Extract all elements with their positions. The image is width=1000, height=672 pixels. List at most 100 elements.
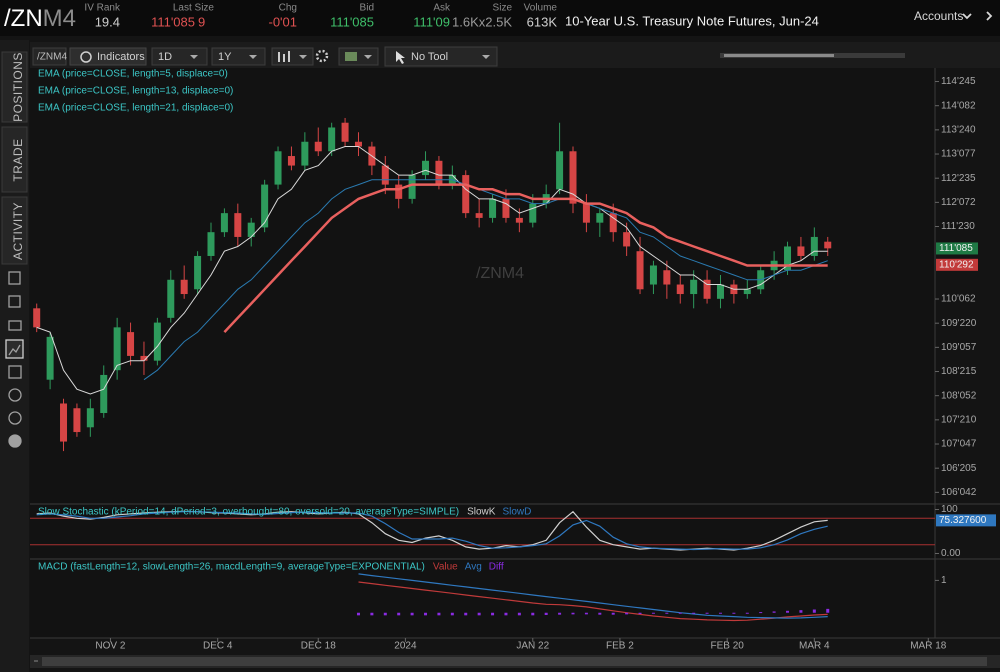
ema-line	[223, 183, 828, 333]
chart-type-button[interactable]	[271, 47, 314, 66]
candle-body	[636, 251, 644, 290]
diff-bar	[705, 612, 709, 614]
icon[interactable]	[8, 320, 22, 331]
panel-title: MACD (fastLength=12, slowLength=26, macd…	[38, 562, 425, 573]
diff-bar	[625, 612, 629, 615]
candle-body	[207, 232, 215, 256]
tab-activity[interactable]	[1, 196, 28, 265]
y-tick-label: 114'082	[941, 100, 976, 111]
icon[interactable]	[8, 411, 22, 425]
diff-bar	[598, 612, 602, 615]
diff-bar	[558, 612, 562, 615]
diff-bar	[450, 612, 454, 616]
candle-body	[797, 246, 805, 256]
y-tick-label: 109'057	[941, 342, 977, 353]
price-label-box	[936, 242, 978, 255]
candle-body	[33, 308, 41, 328]
symbol-root: /ZN	[4, 5, 43, 32]
y-tick-label: 108'052	[941, 390, 977, 401]
field-label: Bid	[360, 3, 374, 14]
cursor-icon	[396, 51, 405, 64]
icon[interactable]	[8, 295, 21, 308]
candle-body	[663, 270, 671, 285]
indicators-icon	[80, 51, 92, 63]
field-label: IV Rank	[84, 3, 121, 14]
y-tick-label: 108'215	[941, 366, 977, 377]
diff-bar	[638, 612, 642, 615]
diff-bar	[356, 612, 360, 616]
y-tick-label: 111'230	[941, 221, 975, 232]
sidebar-icons	[5, 271, 24, 448]
field-label: Size	[493, 3, 513, 14]
diff-bar	[383, 612, 387, 616]
diff-bar	[477, 612, 481, 616]
y-tick-label: 107'210	[941, 414, 977, 425]
price-panel	[30, 68, 935, 503]
zoom-thumb[interactable]	[724, 54, 834, 57]
candle-body	[475, 213, 483, 218]
x-tick-label: FEB 2	[606, 641, 634, 652]
tab-trade[interactable]	[1, 126, 28, 193]
candle-body	[127, 332, 135, 356]
diff-bar	[678, 612, 682, 614]
candle-body	[810, 236, 818, 256]
candle-body	[716, 284, 724, 299]
candle-body	[703, 279, 711, 299]
diff-bar	[410, 612, 414, 616]
candle-body	[60, 403, 68, 442]
period-dropdown[interactable]	[211, 47, 266, 66]
toolbar-symbol: /ZNM4	[37, 52, 67, 63]
header-arrow[interactable]	[986, 11, 993, 21]
macd-panel	[30, 560, 935, 638]
diff-bar	[651, 612, 655, 614]
symbol-contract: M4	[43, 5, 76, 32]
tool-label: No Tool	[411, 51, 448, 63]
tab-positions[interactable]	[1, 51, 28, 123]
x-tick-label: MAR 4	[799, 641, 830, 652]
field-value: 613K	[527, 14, 558, 29]
symbol[interactable]: /ZNM4	[4, 5, 76, 32]
accounts-menu[interactable]: Accounts	[914, 9, 963, 23]
icon[interactable]	[8, 388, 22, 402]
icon[interactable]	[8, 365, 22, 379]
legend-entry: Diff	[489, 562, 504, 573]
diff-bar	[571, 612, 575, 615]
style-button[interactable]	[338, 47, 379, 66]
y-tick-label: 106'205	[941, 463, 977, 474]
diff-bar	[772, 611, 776, 613]
dropdown-arrow	[249, 55, 257, 59]
diff-bar	[665, 612, 669, 614]
candle-body	[46, 336, 54, 380]
y-tick-label: 112'072	[941, 197, 976, 208]
x-tick-label: FEB 20	[711, 641, 745, 652]
candle-body	[824, 241, 832, 249]
diff-bar	[812, 609, 816, 613]
candle-body	[287, 156, 295, 166]
description: 10-Year U.S. Treasury Note Futures, Jun-…	[565, 13, 819, 28]
icon-active[interactable]	[5, 339, 24, 359]
dropdown-arrow	[190, 55, 198, 59]
tab-label: TRADE	[11, 138, 25, 181]
ema-line	[143, 179, 828, 381]
icon[interactable]	[8, 271, 21, 285]
diff-bar	[370, 612, 374, 616]
x-tick-label: JAN 22	[516, 641, 549, 652]
aggregation-dropdown[interactable]	[151, 47, 208, 66]
field-value: 111'085	[330, 14, 374, 29]
candle-body	[676, 284, 684, 295]
candle-body	[609, 213, 617, 233]
diff-bar	[531, 612, 535, 616]
candle-body	[73, 408, 81, 433]
symbol-box[interactable]	[32, 47, 67, 66]
scrollbar-thumb[interactable]	[42, 657, 987, 666]
settings-button[interactable]	[315, 49, 329, 63]
price-label: 111'085	[939, 243, 973, 254]
y-tick-label: 112'235	[941, 173, 976, 184]
diff-bar	[517, 612, 521, 616]
icon[interactable]	[8, 434, 22, 448]
candle-body	[180, 279, 188, 295]
legend-entry: EMA (price=CLOSE, length=5, displace=0)	[38, 69, 228, 80]
candle-body	[422, 160, 430, 176]
tool-dropdown[interactable]	[384, 46, 498, 67]
